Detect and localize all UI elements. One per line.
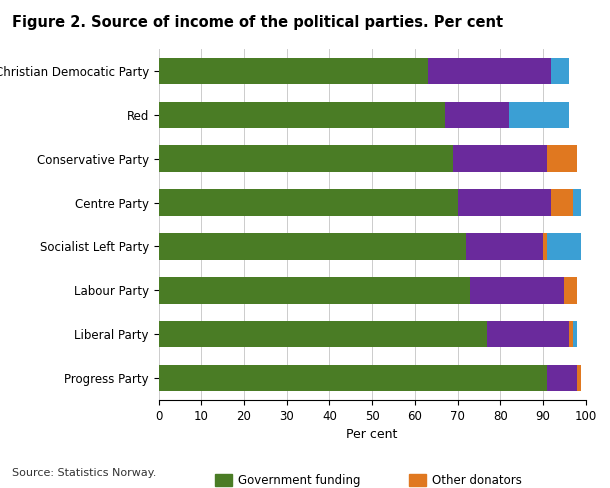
Bar: [159, 277, 470, 304]
Bar: [547, 365, 577, 391]
Bar: [487, 321, 569, 347]
Bar: [551, 189, 573, 216]
Bar: [547, 145, 577, 172]
Bar: [543, 233, 547, 260]
Bar: [458, 189, 551, 216]
Bar: [547, 233, 581, 260]
Bar: [445, 102, 509, 128]
Bar: [159, 233, 466, 260]
Bar: [470, 277, 564, 304]
Legend: Government funding, Income from own activities, Other donators, Private donators: Government funding, Income from own acti…: [210, 469, 534, 488]
Bar: [159, 145, 453, 172]
Bar: [159, 365, 547, 391]
Bar: [428, 58, 551, 84]
Bar: [466, 233, 543, 260]
Bar: [453, 145, 547, 172]
Bar: [569, 321, 573, 347]
Bar: [564, 277, 577, 304]
Bar: [577, 365, 581, 391]
Bar: [159, 189, 458, 216]
Bar: [159, 58, 428, 84]
Bar: [159, 321, 487, 347]
Bar: [573, 189, 581, 216]
Bar: [551, 58, 569, 84]
Text: Figure 2. Source of income of the political parties. Per cent: Figure 2. Source of income of the politi…: [12, 15, 503, 30]
Text: Source: Statistics Norway.: Source: Statistics Norway.: [12, 468, 157, 478]
Bar: [509, 102, 569, 128]
X-axis label: Per cent: Per cent: [346, 428, 398, 442]
Bar: [159, 102, 445, 128]
Bar: [573, 321, 577, 347]
